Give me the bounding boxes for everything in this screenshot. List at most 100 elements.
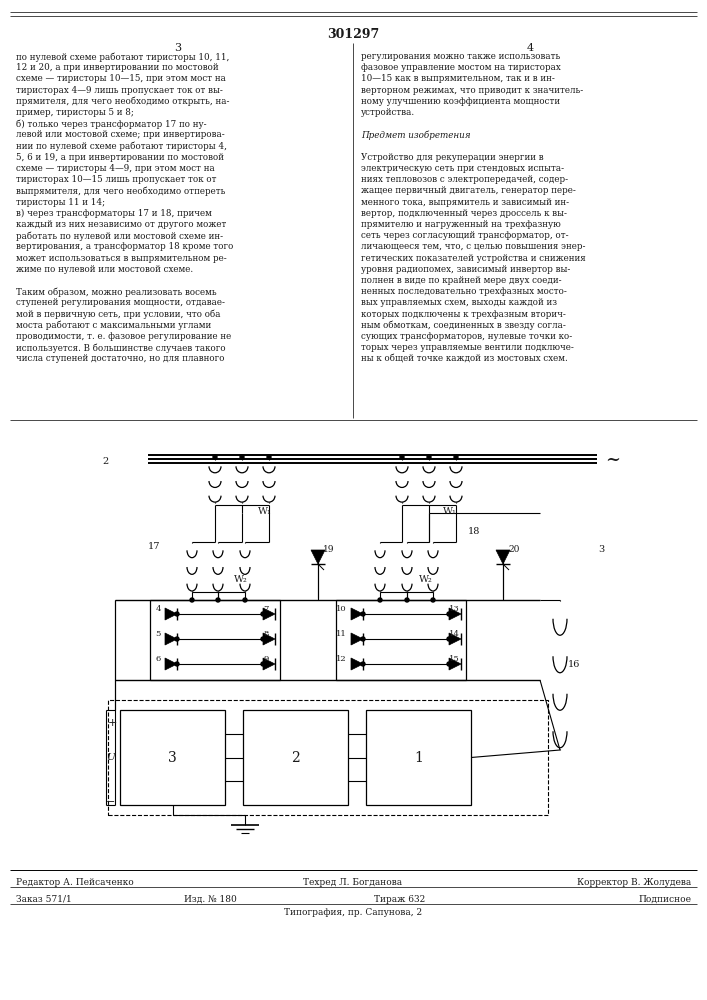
- Text: Техред Л. Богданова: Техред Л. Богданова: [303, 878, 402, 887]
- Text: регулирования можно также использовать: регулирования можно также использовать: [361, 52, 560, 61]
- Text: каждый из них независимо от другого может: каждый из них независимо от другого може…: [16, 220, 226, 229]
- Text: 18: 18: [468, 527, 480, 536]
- Text: 9: 9: [263, 655, 269, 663]
- Text: левой или мостовой схеме; при инвертирова-: левой или мостовой схеме; при инвертиров…: [16, 130, 225, 139]
- Circle shape: [400, 455, 404, 459]
- Text: 301297: 301297: [327, 28, 379, 41]
- Text: Типография, пр. Сапунова, 2: Типография, пр. Сапунова, 2: [284, 908, 422, 917]
- Bar: [120, 710, 225, 805]
- Text: пример, тиристоры 5 и 8;: пример, тиристоры 5 и 8;: [16, 108, 134, 117]
- Text: устройства.: устройства.: [361, 108, 415, 117]
- Text: личающееся тем, что, с целью повышения энер-: личающееся тем, что, с целью повышения э…: [361, 242, 585, 251]
- Text: 14: 14: [449, 630, 460, 638]
- Text: жиме по нулевой или мостовой схеме.: жиме по нулевой или мостовой схеме.: [16, 265, 193, 274]
- Text: в) через трансформаторы 17 и 18, причем: в) через трансформаторы 17 и 18, причем: [16, 209, 212, 218]
- Text: мой в первичную сеть, при условии, что оба: мой в первичную сеть, при условии, что о…: [16, 310, 221, 319]
- Text: тиристорах 4—9 лишь пропускает ток от вы-: тиристорах 4—9 лишь пропускает ток от вы…: [16, 86, 223, 95]
- Text: ступеней регулирования мощности, отдавае-: ступеней регулирования мощности, отдавае…: [16, 298, 225, 307]
- Text: 5, 6 и 19, а при инвертировании по мостовой: 5, 6 и 19, а при инвертировании по мосто…: [16, 153, 224, 162]
- Text: Таким образом, можно реализовать восемь: Таким образом, можно реализовать восемь: [16, 287, 216, 297]
- Text: может использоваться в выпрямительном ре-: может использоваться в выпрямительном ре…: [16, 254, 227, 263]
- Text: 17: 17: [148, 542, 160, 551]
- Circle shape: [216, 598, 220, 602]
- Text: −: −: [106, 797, 115, 807]
- Text: 4: 4: [156, 605, 161, 613]
- Text: схеме — тиристоры 10—15, при этом мост на: схеме — тиристоры 10—15, при этом мост н…: [16, 74, 226, 83]
- Text: 11: 11: [337, 630, 347, 638]
- Text: сующих трансформаторов, нулевые точки ко-: сующих трансформаторов, нулевые точки ко…: [361, 332, 572, 341]
- Text: +: +: [108, 718, 117, 728]
- Polygon shape: [449, 633, 461, 645]
- Circle shape: [267, 455, 271, 459]
- Text: ~: ~: [605, 451, 620, 469]
- Circle shape: [447, 662, 451, 666]
- Text: вертор, подключенный через дроссель к вы-: вертор, подключенный через дроссель к вы…: [361, 209, 567, 218]
- Text: 2: 2: [102, 457, 108, 466]
- Text: 15: 15: [449, 655, 460, 663]
- Text: 3: 3: [175, 43, 182, 53]
- Text: 3: 3: [168, 750, 177, 764]
- Text: по нулевой схеме работают тиристоры 10, 11,: по нулевой схеме работают тиристоры 10, …: [16, 52, 229, 62]
- Polygon shape: [311, 550, 325, 564]
- Text: 2: 2: [291, 750, 300, 764]
- Text: Заказ 571/1: Заказ 571/1: [16, 895, 71, 904]
- Circle shape: [361, 612, 365, 616]
- Text: верторном режимах, что приводит к значитель-: верторном режимах, что приводит к значит…: [361, 86, 583, 95]
- Circle shape: [175, 662, 179, 666]
- Text: 6: 6: [156, 655, 161, 663]
- Polygon shape: [351, 633, 363, 645]
- Polygon shape: [263, 608, 275, 620]
- Bar: [243, 710, 348, 805]
- Text: вертирования, а трансформатор 18 кроме того: вертирования, а трансформатор 18 кроме т…: [16, 242, 233, 251]
- Bar: [150, 600, 280, 680]
- Circle shape: [447, 637, 451, 641]
- Circle shape: [405, 598, 409, 602]
- Text: W₁: W₁: [258, 507, 272, 516]
- Circle shape: [261, 662, 265, 666]
- Polygon shape: [496, 550, 510, 564]
- Polygon shape: [165, 633, 177, 645]
- Text: гетических показателей устройства и снижения: гетических показателей устройства и сниж…: [361, 254, 586, 263]
- Text: тиристоры 11 и 14;: тиристоры 11 и 14;: [16, 198, 105, 207]
- Text: 20: 20: [508, 545, 520, 554]
- Text: Устройство для рекуперации энергии в: Устройство для рекуперации энергии в: [361, 153, 544, 162]
- Text: схеме — тиристоры 4—9, при этом мост на: схеме — тиристоры 4—9, при этом мост на: [16, 164, 215, 173]
- Bar: [108, 700, 548, 815]
- Text: 4: 4: [527, 43, 534, 53]
- Text: ны к общей точке каждой из мостовых схем.: ны к общей точке каждой из мостовых схем…: [361, 354, 568, 363]
- Polygon shape: [263, 658, 275, 670]
- Text: Редактор А. Пейсаченко: Редактор А. Пейсаченко: [16, 878, 134, 887]
- Text: числа ступеней достаточно, но для плавного: числа ступеней достаточно, но для плавно…: [16, 354, 225, 363]
- Bar: [366, 710, 471, 805]
- Text: сеть через согласующий трансформатор, от-: сеть через согласующий трансформатор, от…: [361, 231, 568, 240]
- Text: которых подключены к трехфазным вторич-: которых подключены к трехфазным вторич-: [361, 310, 566, 319]
- Text: Предмет изобретения: Предмет изобретения: [361, 130, 470, 140]
- Text: работать по нулевой или мостовой схеме ин-: работать по нулевой или мостовой схеме и…: [16, 231, 223, 241]
- Polygon shape: [165, 658, 177, 670]
- Text: выпрямителя, для чего необходимо отпереть: выпрямителя, для чего необходимо отперет…: [16, 186, 226, 196]
- Text: прямителю и нагруженный на трехфазную: прямителю и нагруженный на трехфазную: [361, 220, 561, 229]
- Text: ненных последовательно трехфазных мосто-: ненных последовательно трехфазных мосто-: [361, 287, 567, 296]
- Text: б) только через трансформатор 17 по ну-: б) только через трансформатор 17 по ну-: [16, 119, 206, 129]
- Text: ным обмоткам, соединенных в звезду согла-: ным обмоткам, соединенных в звезду согла…: [361, 321, 566, 330]
- Circle shape: [447, 612, 451, 616]
- Polygon shape: [165, 608, 177, 620]
- Text: ному улучшению коэффициента мощности: ному улучшению коэффициента мощности: [361, 97, 560, 106]
- Polygon shape: [351, 658, 363, 670]
- Text: моста работают с максимальными углами: моста работают с максимальными углами: [16, 321, 211, 330]
- Text: полнен в виде по крайней мере двух соеди-: полнен в виде по крайней мере двух соеди…: [361, 276, 561, 285]
- Circle shape: [261, 637, 265, 641]
- Text: Подписное: Подписное: [638, 895, 691, 904]
- Polygon shape: [449, 608, 461, 620]
- Circle shape: [190, 598, 194, 602]
- Text: Изд. № 180: Изд. № 180: [184, 895, 236, 904]
- Text: тиристорах 10—15 лишь пропускает ток от: тиристорах 10—15 лишь пропускает ток от: [16, 175, 216, 184]
- Text: 19: 19: [323, 545, 334, 554]
- Text: нии по нулевой схеме работают тиристоры 4,: нии по нулевой схеме работают тиристоры …: [16, 142, 227, 151]
- Text: 8: 8: [263, 630, 269, 638]
- Circle shape: [175, 637, 179, 641]
- Text: электрическую сеть при стендовых испыта-: электрическую сеть при стендовых испыта-: [361, 164, 564, 173]
- Text: жащее первичный двигатель, генератор пере-: жащее первичный двигатель, генератор пер…: [361, 186, 576, 195]
- Text: вых управляемых схем, выходы каждой из: вых управляемых схем, выходы каждой из: [361, 298, 557, 307]
- Circle shape: [175, 612, 179, 616]
